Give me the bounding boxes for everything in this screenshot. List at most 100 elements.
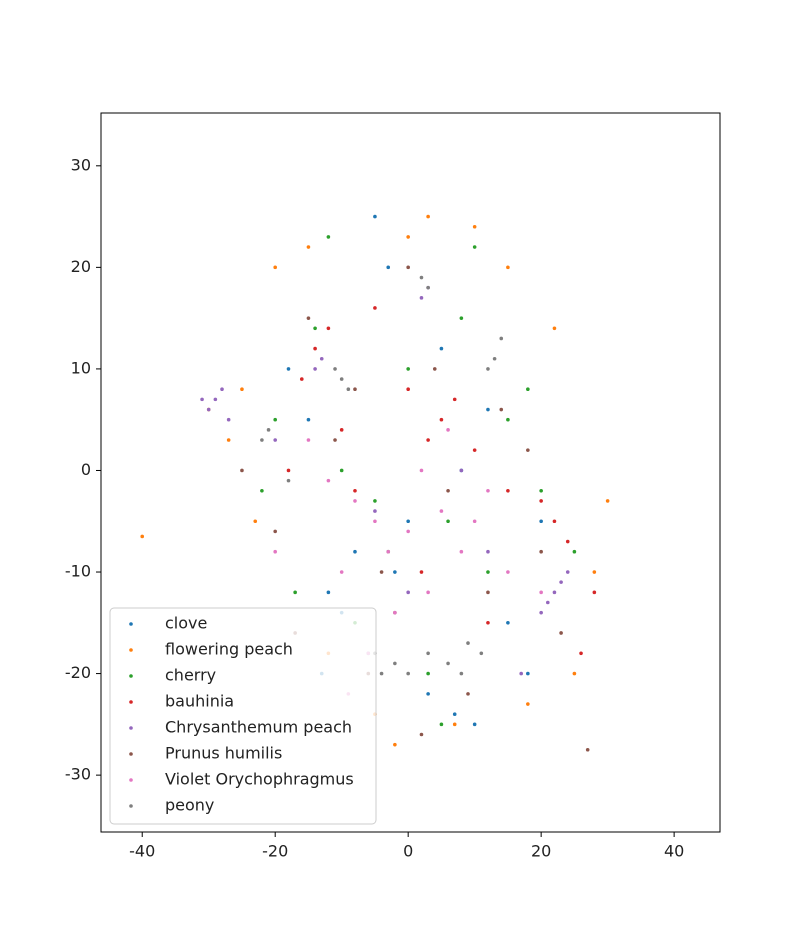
point <box>419 275 424 280</box>
point <box>472 224 477 229</box>
point <box>459 671 464 676</box>
legend-label: Violet Orychophragmus <box>165 770 354 789</box>
point <box>393 661 397 666</box>
point <box>333 367 337 371</box>
point <box>559 580 563 584</box>
point <box>406 367 410 371</box>
point <box>339 377 344 381</box>
point <box>406 529 410 534</box>
point <box>552 326 557 331</box>
point <box>299 377 304 381</box>
point <box>452 397 457 402</box>
point <box>439 722 444 727</box>
point <box>419 468 424 473</box>
point <box>499 407 504 412</box>
point <box>492 356 497 361</box>
y-tick-label: -10 <box>65 562 91 581</box>
point <box>260 438 264 442</box>
point <box>406 671 410 676</box>
point <box>406 590 410 595</box>
point <box>539 499 543 503</box>
point <box>486 570 490 574</box>
point <box>506 488 510 493</box>
point <box>439 417 444 422</box>
x-tick-label: 0 <box>403 842 413 861</box>
point <box>326 478 331 483</box>
point <box>240 468 244 473</box>
point <box>552 519 557 524</box>
point <box>373 499 377 503</box>
point <box>379 671 384 676</box>
point <box>313 367 317 371</box>
y-tick-label: 0 <box>81 460 91 479</box>
point <box>539 488 543 493</box>
point <box>286 478 291 483</box>
point <box>226 417 231 422</box>
point <box>286 468 291 473</box>
point <box>539 549 543 554</box>
point <box>439 346 444 351</box>
point <box>406 387 410 392</box>
point <box>373 306 377 310</box>
point <box>459 468 464 473</box>
point <box>273 417 277 422</box>
point <box>592 590 597 595</box>
point <box>313 326 317 331</box>
point <box>306 417 311 422</box>
point <box>426 590 430 595</box>
legend-label: Chrysanthemum peach <box>165 718 352 737</box>
point <box>293 590 297 595</box>
x-tick-label: -40 <box>129 842 155 861</box>
legend-marker <box>129 648 133 652</box>
y-tick-label: -20 <box>65 663 91 682</box>
point <box>559 631 563 635</box>
point <box>472 245 477 249</box>
point <box>472 722 477 727</box>
point <box>439 509 444 513</box>
point <box>545 600 550 605</box>
x-tick-label: 20 <box>531 842 551 861</box>
point <box>466 641 470 645</box>
point <box>253 519 258 524</box>
point <box>373 519 377 524</box>
point <box>506 620 510 625</box>
point <box>319 356 324 361</box>
point <box>240 387 244 392</box>
point <box>486 407 490 412</box>
point <box>273 549 277 554</box>
point <box>466 692 470 696</box>
point <box>339 428 344 432</box>
point <box>552 590 557 595</box>
point <box>446 428 450 432</box>
legend-marker <box>129 622 133 626</box>
point <box>273 438 277 442</box>
point <box>339 468 344 473</box>
point <box>140 534 145 539</box>
point <box>539 590 543 595</box>
point <box>393 570 397 574</box>
point <box>519 671 524 676</box>
point <box>286 367 291 371</box>
point <box>526 448 530 452</box>
legend-label: flowering peach <box>165 640 293 659</box>
plot-frame <box>100 112 721 833</box>
point <box>426 214 430 219</box>
point <box>572 671 577 676</box>
point <box>213 397 218 402</box>
point <box>426 671 430 676</box>
point <box>306 438 311 442</box>
point <box>506 265 510 270</box>
legend-box <box>109 607 377 825</box>
y-tick-label: -30 <box>65 765 91 784</box>
point <box>452 722 457 727</box>
point <box>273 529 277 534</box>
point <box>326 235 331 239</box>
x-tick-label: 40 <box>664 842 684 861</box>
point <box>326 590 331 595</box>
point <box>419 570 424 574</box>
point <box>393 610 397 615</box>
point <box>446 519 450 524</box>
point <box>459 316 464 320</box>
point <box>313 346 317 351</box>
